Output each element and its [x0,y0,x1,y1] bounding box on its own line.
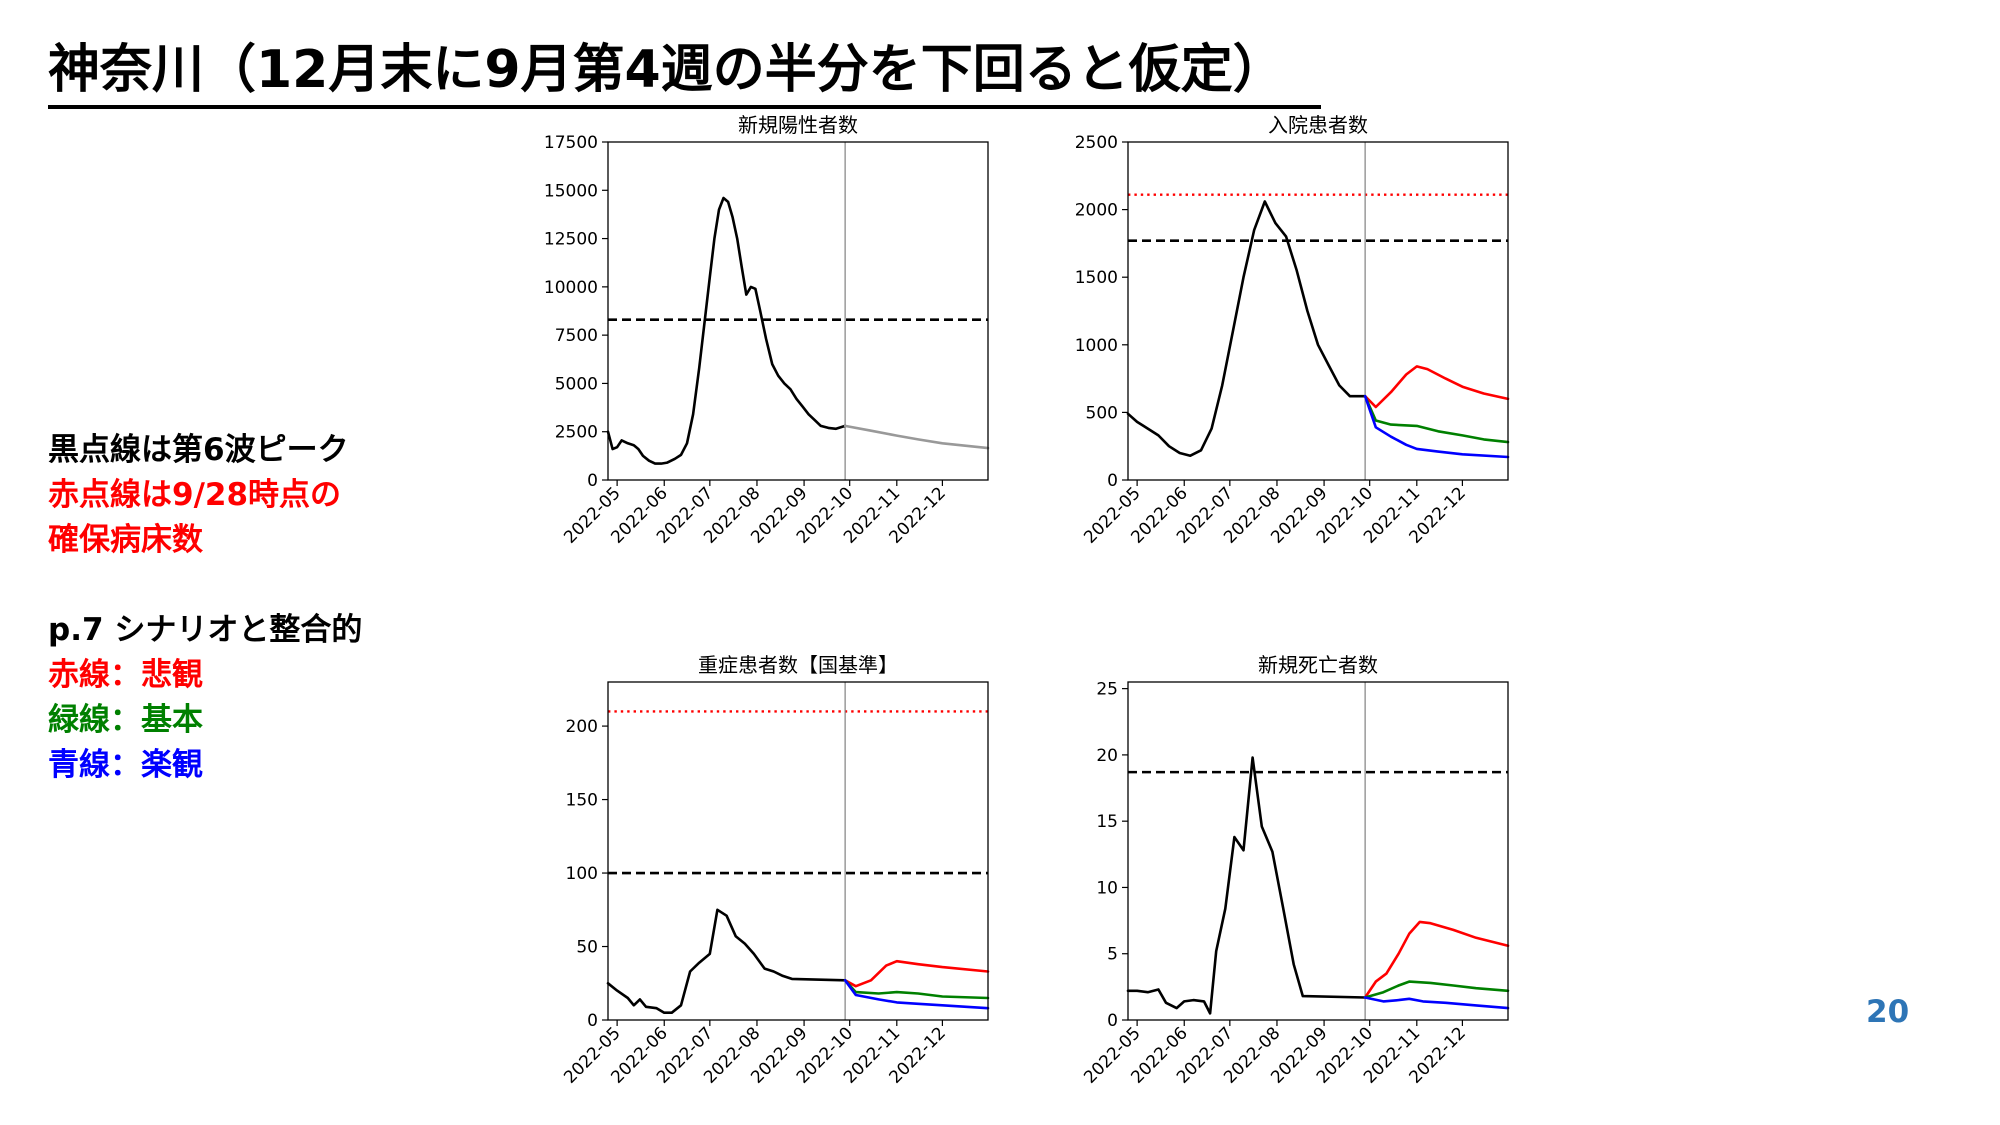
y-tick-label-severe-1: 50 [576,938,598,958]
y-tick-label-new-deaths-0: 0 [1107,1011,1118,1031]
slide-title: 神奈川（12月末に9月第4週の半分を下回ると仮定） [48,41,1321,110]
chart-title-hospitalized: 入院患者数 [1268,113,1368,137]
note-pessimistic: 赤線：悲観 [48,657,203,693]
series-severe-scenario-3 [843,978,990,1010]
y-tick-label-new-positive-7: 17500 [544,133,598,153]
series-hospitalized-scenario-3 [1363,394,1510,459]
chart-title-severe: 重症患者数【国基準】 [698,653,898,677]
y-tick-label-new-positive-2: 5000 [555,374,598,394]
plot-frame-hospitalized [1127,141,1509,481]
plot-frame-new-deaths [1127,681,1509,1021]
plot-frame-new-positive [607,141,989,481]
note-scenario-heading: p.7 シナリオと整合的 [48,612,363,648]
series-new-positive-projection [843,424,990,450]
y-tick-label-new-positive-3: 7500 [555,326,598,346]
series-hospitalized-scenario-1 [1363,365,1510,409]
chart-title-new-positive: 新規陽性者数 [738,113,858,137]
chart-new-positive-cases: 新規陽性者数0250050007500100001250015000175002… [544,113,990,548]
y-tick-label-new-deaths-1: 5 [1107,945,1118,965]
chart-new-deaths: 新規死亡者数05101520252022-052022-062022-07202… [1080,653,1510,1088]
note-baseline: 緑線：基本 [48,702,203,738]
note-bed-line-1: 赤点線は9/28時点の [48,477,342,513]
y-tick-label-new-deaths-2: 10 [1096,878,1118,898]
y-tick-label-new-positive-6: 15000 [544,181,598,201]
chart-severe: 重症患者数【国基準】0501001502002022-052022-062022… [560,653,990,1088]
plot-frame-severe [607,681,989,1021]
y-tick-label-hospitalized-5: 2500 [1075,133,1118,153]
y-tick-label-new-deaths-3: 15 [1096,812,1118,832]
y-tick-label-new-positive-0: 0 [587,471,598,491]
series-hospitalized-scenario-2 [1363,394,1510,444]
note-peak-line: 黒点線は第6波ピーク [48,432,349,468]
y-tick-label-new-positive-1: 2500 [555,423,598,443]
legend-notes: 黒点線は第6波ピーク 赤点線は9/28時点の 確保病床数 p.7 シナリオと整合… [48,428,468,788]
y-tick-label-new-deaths-4: 20 [1096,746,1118,766]
series-new-deaths-scenario-2 [1363,980,1510,999]
y-tick-label-severe-2: 100 [566,864,598,884]
series-new-positive-observed [606,196,847,465]
chart-title-new-deaths: 新規死亡者数 [1258,653,1378,677]
series-severe-scenario-1 [843,959,990,988]
series-hospitalized-observed [1126,200,1367,458]
y-tick-label-new-positive-5: 12500 [544,230,598,250]
y-tick-label-hospitalized-1: 500 [1086,403,1118,423]
chart-hospitalized: 入院患者数050010001500200025002022-052022-062… [1075,113,1510,548]
y-tick-label-new-positive-4: 10000 [544,278,598,298]
y-tick-label-hospitalized-2: 1000 [1075,336,1118,356]
y-tick-label-severe-3: 150 [566,791,598,811]
page-number: 20 [1866,994,1910,1030]
series-severe-scenario-2 [843,978,990,1000]
y-tick-label-severe-4: 200 [566,717,598,737]
y-tick-label-hospitalized-0: 0 [1107,471,1118,491]
series-new-deaths-scenario-3 [1363,996,1510,1010]
series-severe-observed [606,908,847,1015]
series-new-deaths-observed [1126,756,1367,1015]
y-tick-label-hospitalized-3: 1500 [1075,268,1118,288]
y-tick-label-severe-0: 0 [587,1011,598,1031]
y-tick-label-new-deaths-5: 25 [1096,680,1118,700]
y-tick-label-hospitalized-4: 2000 [1075,201,1118,221]
note-bed-line-2: 確保病床数 [48,522,203,558]
series-new-deaths-scenario-1 [1363,920,1510,999]
note-optimistic: 青線：楽観 [48,747,203,783]
